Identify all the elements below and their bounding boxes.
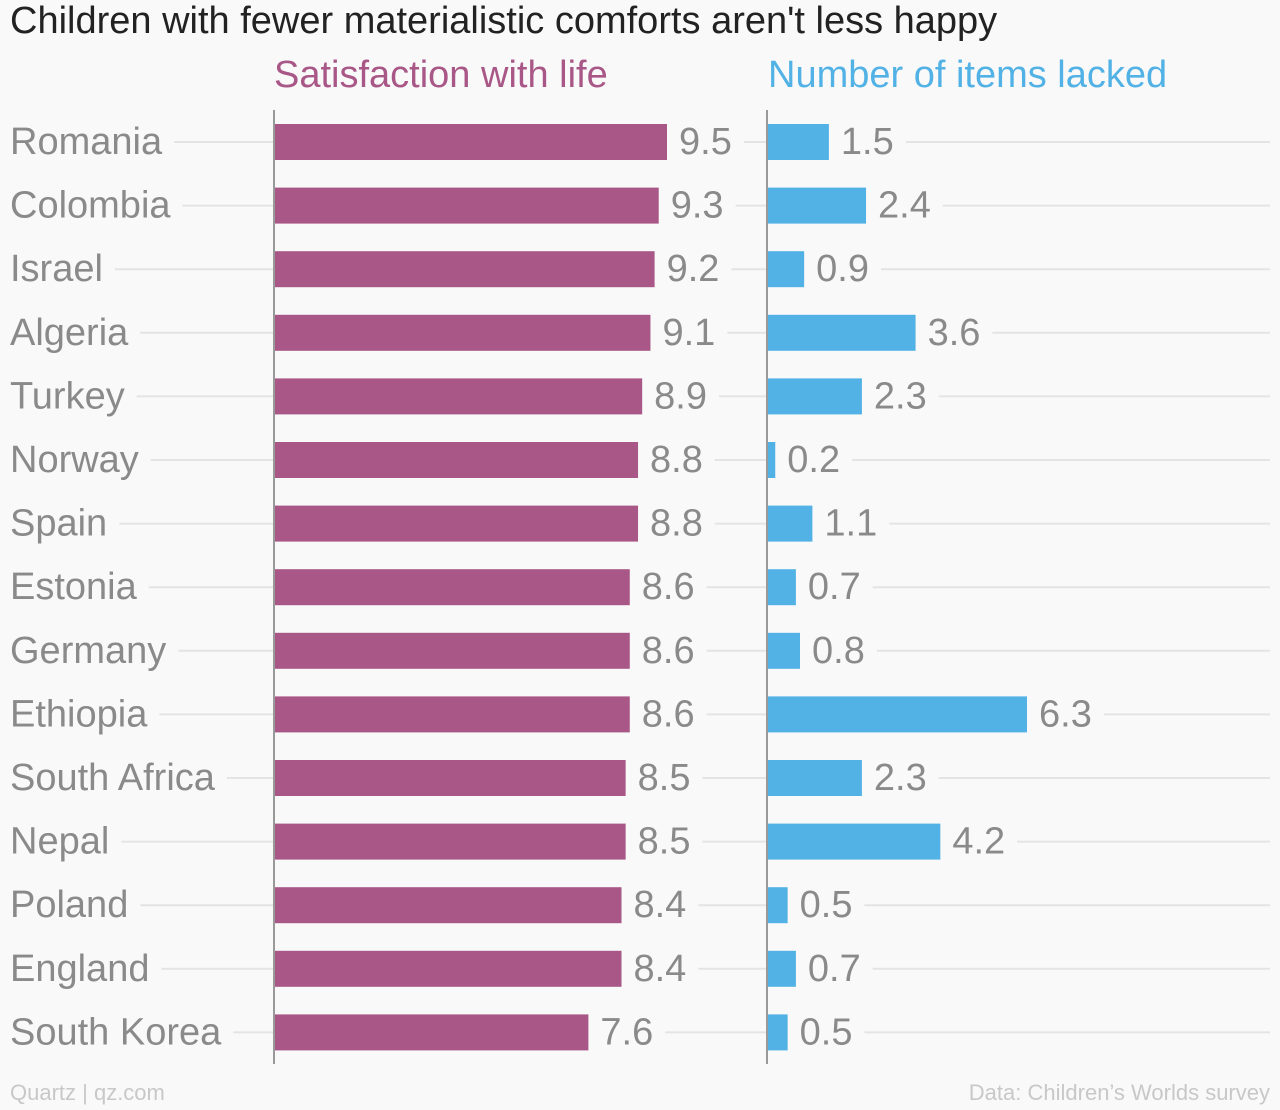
category-label: Colombia bbox=[10, 185, 171, 227]
satisfaction-value-label: 8.9 bbox=[654, 375, 707, 417]
satisfaction-bar bbox=[274, 950, 622, 987]
footer-source-left: Quartz | qz.com bbox=[10, 1080, 165, 1105]
items-lacked-bar bbox=[767, 1014, 788, 1051]
category-label: Poland bbox=[10, 884, 128, 926]
satisfaction-value-label: 7.6 bbox=[600, 1011, 653, 1053]
labels: Romania 9.5 1.5 Colombia 9.3 2.4 Israel 9.2 0.9 A… bbox=[10, 121, 1092, 1053]
satisfaction-bar bbox=[274, 1014, 589, 1051]
satisfaction-value-label: 9.3 bbox=[671, 185, 724, 227]
satisfaction-bar bbox=[274, 442, 639, 478]
satisfaction-value-label: 8.5 bbox=[638, 821, 691, 863]
satisfaction-bar bbox=[274, 760, 626, 796]
footer-source-right: Data: Children’s Worlds survey bbox=[968, 1080, 1270, 1105]
items-lacked-value-label: 6.3 bbox=[1039, 693, 1092, 735]
satisfaction-value-label: 8.6 bbox=[642, 566, 695, 608]
satisfaction-bar bbox=[274, 124, 667, 160]
satisfaction-value-label: 9.5 bbox=[679, 121, 732, 163]
items-lacked-bar bbox=[767, 696, 1027, 733]
satisfaction-bar bbox=[274, 632, 630, 669]
category-label: Turkey bbox=[10, 375, 125, 417]
satisfaction-bar bbox=[274, 887, 622, 924]
satisfaction-value-label: 8.5 bbox=[638, 757, 691, 799]
satisfaction-bar bbox=[274, 823, 626, 860]
category-label: Romania bbox=[10, 121, 163, 163]
satisfaction-value-label: 8.6 bbox=[642, 630, 695, 672]
chart-title: Children with fewer materialistic comfor… bbox=[10, 0, 998, 42]
items-lacked-value-label: 0.5 bbox=[800, 884, 853, 926]
category-label: Nepal bbox=[10, 821, 109, 863]
category-label: South Africa bbox=[10, 757, 216, 799]
items-lacked-value-label: 0.5 bbox=[800, 1011, 853, 1053]
category-label: Spain bbox=[10, 503, 107, 545]
satisfaction-bar bbox=[274, 187, 659, 224]
items-lacked-bar bbox=[767, 314, 916, 351]
category-label: Algeria bbox=[10, 312, 129, 354]
items-lacked-value-label: 4.2 bbox=[952, 821, 1005, 863]
satisfaction-bar bbox=[274, 251, 655, 288]
items-lacked-value-label: 0.7 bbox=[808, 948, 861, 990]
category-label: Estonia bbox=[10, 566, 138, 608]
satisfaction-value-label: 8.6 bbox=[642, 693, 695, 735]
items-lacked-value-label: 0.8 bbox=[812, 630, 865, 672]
items-lacked-value-label: 2.3 bbox=[874, 375, 927, 417]
category-label: England bbox=[10, 948, 149, 990]
satisfaction-bar bbox=[274, 378, 643, 415]
items-lacked-bar bbox=[767, 950, 796, 987]
satisfaction-bar bbox=[274, 696, 630, 733]
items-lacked-value-label: 1.5 bbox=[841, 121, 894, 163]
satisfaction-value-label: 8.8 bbox=[650, 439, 703, 481]
panel-title-items-lacked: Number of items lacked bbox=[768, 54, 1168, 96]
items-lacked-value-label: 1.1 bbox=[824, 503, 877, 545]
items-lacked-value-label: 2.3 bbox=[874, 757, 927, 799]
items-lacked-bar bbox=[767, 569, 796, 606]
items-lacked-value-label: 0.7 bbox=[808, 566, 861, 608]
satisfaction-value-label: 8.4 bbox=[633, 948, 686, 990]
gridlines bbox=[114, 141, 1270, 1034]
items-lacked-bar bbox=[767, 505, 813, 542]
items-lacked-bar bbox=[767, 124, 829, 160]
satisfaction-bar bbox=[274, 569, 630, 606]
items-lacked-value-label: 2.4 bbox=[878, 185, 931, 227]
items-lacked-value-label: 0.2 bbox=[787, 439, 840, 481]
satisfaction-value-label: 8.4 bbox=[633, 884, 686, 926]
items-lacked-bar bbox=[767, 887, 788, 924]
category-label: Germany bbox=[10, 630, 166, 672]
items-lacked-bar bbox=[767, 251, 805, 288]
items-lacked-bar bbox=[767, 442, 776, 478]
satisfaction-value-label: 9.2 bbox=[667, 248, 720, 290]
items-lacked-bar bbox=[767, 760, 862, 796]
panel-title-satisfaction: Satisfaction with life bbox=[274, 54, 608, 96]
items-lacked-value-label: 0.9 bbox=[816, 248, 869, 290]
bars bbox=[274, 124, 1027, 1051]
category-label: Ethiopia bbox=[10, 693, 148, 735]
satisfaction-value-label: 8.8 bbox=[650, 503, 703, 545]
category-label: Norway bbox=[10, 439, 139, 481]
satisfaction-bar bbox=[274, 314, 651, 351]
items-lacked-bar bbox=[767, 632, 801, 669]
satisfaction-bar bbox=[274, 505, 639, 542]
items-lacked-bar bbox=[767, 378, 862, 415]
satisfaction-value-label: 9.1 bbox=[662, 312, 715, 354]
items-lacked-bar bbox=[767, 823, 941, 860]
items-lacked-value-label: 3.6 bbox=[928, 312, 981, 354]
category-label: Israel bbox=[10, 248, 103, 290]
category-label: South Korea bbox=[10, 1011, 222, 1053]
items-lacked-bar bbox=[767, 187, 867, 224]
